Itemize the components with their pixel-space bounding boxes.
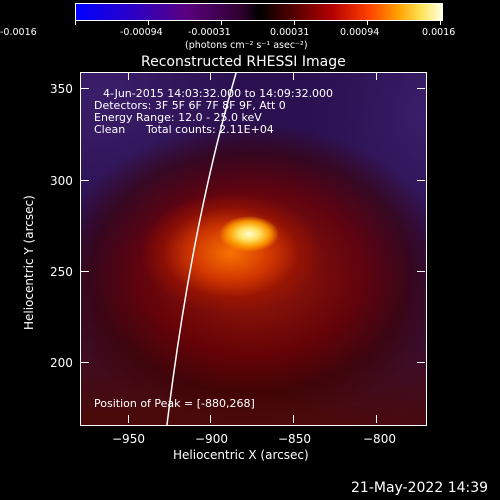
colorbar-tick-label: -0.0016: [0, 27, 37, 38]
x-tick-label: −900: [195, 432, 228, 446]
colorbar-tick-label: -0.00094: [120, 27, 163, 38]
y-tick-label: 350: [50, 82, 73, 96]
x-tick-label: −950: [112, 432, 145, 446]
plot-title: Reconstructed RHESSI Image: [141, 54, 346, 70]
colorbar-tick-label: 0.00031: [270, 27, 310, 38]
energy-range-text: Energy Range: 12.0 - 25.0 keV: [94, 111, 262, 124]
y-tick-label: 300: [50, 174, 73, 188]
total-counts-text: Total counts: 2.11E+04: [146, 123, 274, 136]
colorbar-units: (photons cm⁻² s⁻¹ asec⁻²): [185, 40, 308, 51]
colorbar: [75, 3, 443, 21]
x-tick-label: −850: [278, 432, 311, 446]
image-panel: [80, 72, 427, 426]
peak-position-text: Position of Peak = [-880,268]: [94, 397, 255, 410]
y-tick-label: 200: [50, 356, 73, 370]
detectors-text: Detectors: 3F 5F 6F 7F 8F 9F, Att 0: [94, 99, 286, 112]
y-tick-label: 250: [50, 265, 73, 279]
footer-timestamp: 21-May-2022 14:39: [351, 480, 489, 496]
x-tick-label: −800: [363, 432, 396, 446]
colorbar-tick-label: -0.00031: [188, 27, 231, 38]
time-range-text: 4-Jun-2015 14:03:32.000 to 14:09:32.000: [103, 87, 334, 100]
algorithm-text: Clean: [94, 123, 126, 136]
colorbar-tick-label: 0.0016: [422, 27, 456, 38]
y-axis-label: Heliocentric Y (arcsec): [22, 195, 36, 330]
solar-limb-line: [166, 73, 237, 425]
x-axis-label: Heliocentric X (arcsec): [173, 448, 309, 462]
colorbar-ticks: [0, 20, 500, 26]
colorbar-tick-label: 0.00094: [340, 27, 380, 38]
